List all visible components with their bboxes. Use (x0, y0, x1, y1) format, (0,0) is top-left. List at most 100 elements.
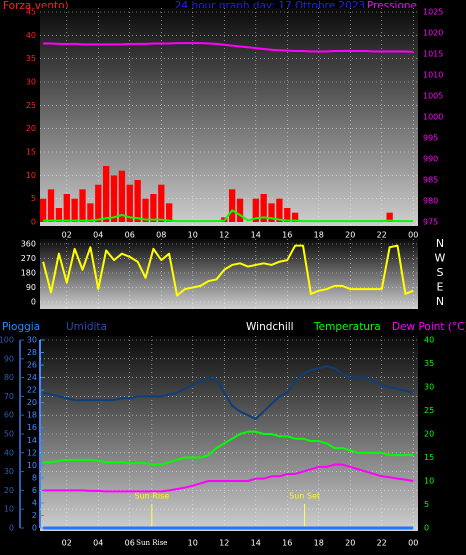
y-tick-label: 10 (26, 171, 36, 180)
y-tick-label: 18 (27, 411, 37, 420)
y3-tick-label: 0 (9, 524, 14, 533)
y3-tick-label: 20 (4, 486, 14, 495)
series-line (43, 463, 414, 493)
y2-tick-label: 990 (423, 155, 438, 164)
series-line (43, 42, 414, 53)
y3-tick-label: 40 (4, 448, 14, 457)
series-line (43, 430, 414, 466)
x-tick-label: 18 (314, 539, 324, 548)
wind-bar (166, 203, 173, 222)
y-tick-label: 90 (26, 283, 36, 292)
x-tick-label: 06 (125, 231, 135, 240)
wind-bar (386, 212, 393, 222)
y2-tick-label: 1020 (423, 29, 443, 38)
y2-tick-label: 1015 (423, 50, 443, 59)
y3-tick-label: 100 (0, 336, 14, 345)
wind-bar (79, 189, 86, 222)
y2-tick-label: 1005 (423, 92, 443, 101)
y-tick-label: 45 (26, 8, 36, 17)
y-tick-label: 14 (27, 436, 37, 445)
y2-tick-label: 25 (424, 406, 434, 415)
y-tick-label: 20 (27, 398, 37, 407)
wind-bar (292, 212, 299, 222)
annotation-label: Sun Set (289, 492, 320, 501)
x-tick-label: Sun Rise (136, 539, 167, 547)
y-tick-label: 40 (26, 31, 36, 40)
wind-bar (47, 189, 55, 222)
y-tick-label: 30 (27, 336, 37, 345)
y-tick-label: 180 (21, 269, 36, 278)
y2-tick-label: N (436, 295, 444, 308)
wind-bar (260, 194, 267, 222)
wind-bar (150, 194, 157, 222)
y-tick-label: 12 (27, 448, 37, 457)
y2-tick-label: 0 (424, 524, 429, 533)
x-tick-label: 22 (377, 539, 387, 548)
y2-tick-label: 40 (424, 336, 434, 345)
y-tick-label: 30 (26, 78, 36, 87)
wind-bar (268, 203, 275, 222)
y-tick-label: 28 (27, 348, 37, 357)
y-tick-label: 26 (27, 361, 37, 370)
y2-tick-label: N (436, 237, 444, 250)
y2-tick-label: 15 (424, 453, 434, 462)
series-line (42, 365, 414, 420)
y-tick-label: 0 (31, 218, 36, 227)
y-tick-label: 4 (32, 498, 37, 507)
y3-tick-label: 60 (4, 411, 14, 420)
x-tick-label: 20 (345, 539, 355, 548)
y-tick-label: 6 (32, 486, 37, 495)
y3-tick-label: 80 (4, 373, 14, 382)
wind-bar (252, 198, 259, 222)
wind-bar (63, 194, 70, 222)
y2-tick-label: 5 (424, 500, 429, 509)
x-tick-label: 02 (62, 539, 72, 548)
x-tick-label: 12 (219, 231, 229, 240)
wind-bar (110, 175, 118, 222)
y-tick-label: 16 (27, 423, 37, 432)
y-tick-label: 24 (27, 373, 37, 382)
wind-bar (236, 198, 244, 222)
y3-tick-label: 30 (4, 467, 14, 476)
y2-tick-label: 30 (424, 383, 434, 392)
y2-tick-label: 985 (423, 176, 438, 185)
x-tick-label: 12 (219, 539, 229, 548)
dewpoint-title: Dew Point (°C) (392, 321, 466, 333)
y2-tick-label: S (437, 266, 444, 279)
x-tick-label: 14 (251, 539, 261, 548)
y3-tick-label: 50 (4, 430, 14, 439)
temperature-title: Temperatura (313, 321, 381, 333)
y-tick-label: 5 (31, 194, 36, 203)
y2-tick-label: W (435, 252, 446, 265)
y-tick-label: 35 (26, 54, 36, 63)
y-tick-label: 0 (32, 524, 37, 533)
wind-bar (142, 198, 149, 222)
annotation-label: Sun Rise (135, 492, 170, 501)
series-line (42, 244, 414, 297)
wind-bar (276, 198, 283, 222)
wind-bar (55, 208, 63, 222)
x-tick-label: 22 (377, 231, 387, 240)
y2-tick-label: 20 (424, 430, 434, 439)
wind-bar (126, 184, 133, 222)
y2-tick-label: 980 (423, 197, 438, 206)
x-tick-label: 20 (345, 231, 355, 240)
y-tick-label: 22 (27, 386, 37, 395)
wind-bar (118, 170, 126, 222)
x-tick-label: 10 (188, 539, 198, 548)
wind-bar (40, 198, 47, 222)
x-tick-label: 04 (93, 539, 103, 548)
humidity-title: Umidita (66, 321, 107, 333)
y2-tick-label: E (437, 281, 444, 294)
rain-title: Pioggia (2, 321, 40, 333)
windchill-title: Windchill (246, 321, 294, 333)
y2-tick-label: 975 (423, 218, 438, 227)
wind-bar (87, 203, 94, 222)
y2-tick-label: 1000 (423, 113, 443, 122)
y3-tick-label: 90 (4, 354, 14, 363)
x-tick-label: 08 (156, 231, 166, 240)
wind-bar (284, 208, 291, 222)
x-tick-label: 00 (408, 231, 418, 240)
series-line (43, 209, 414, 223)
